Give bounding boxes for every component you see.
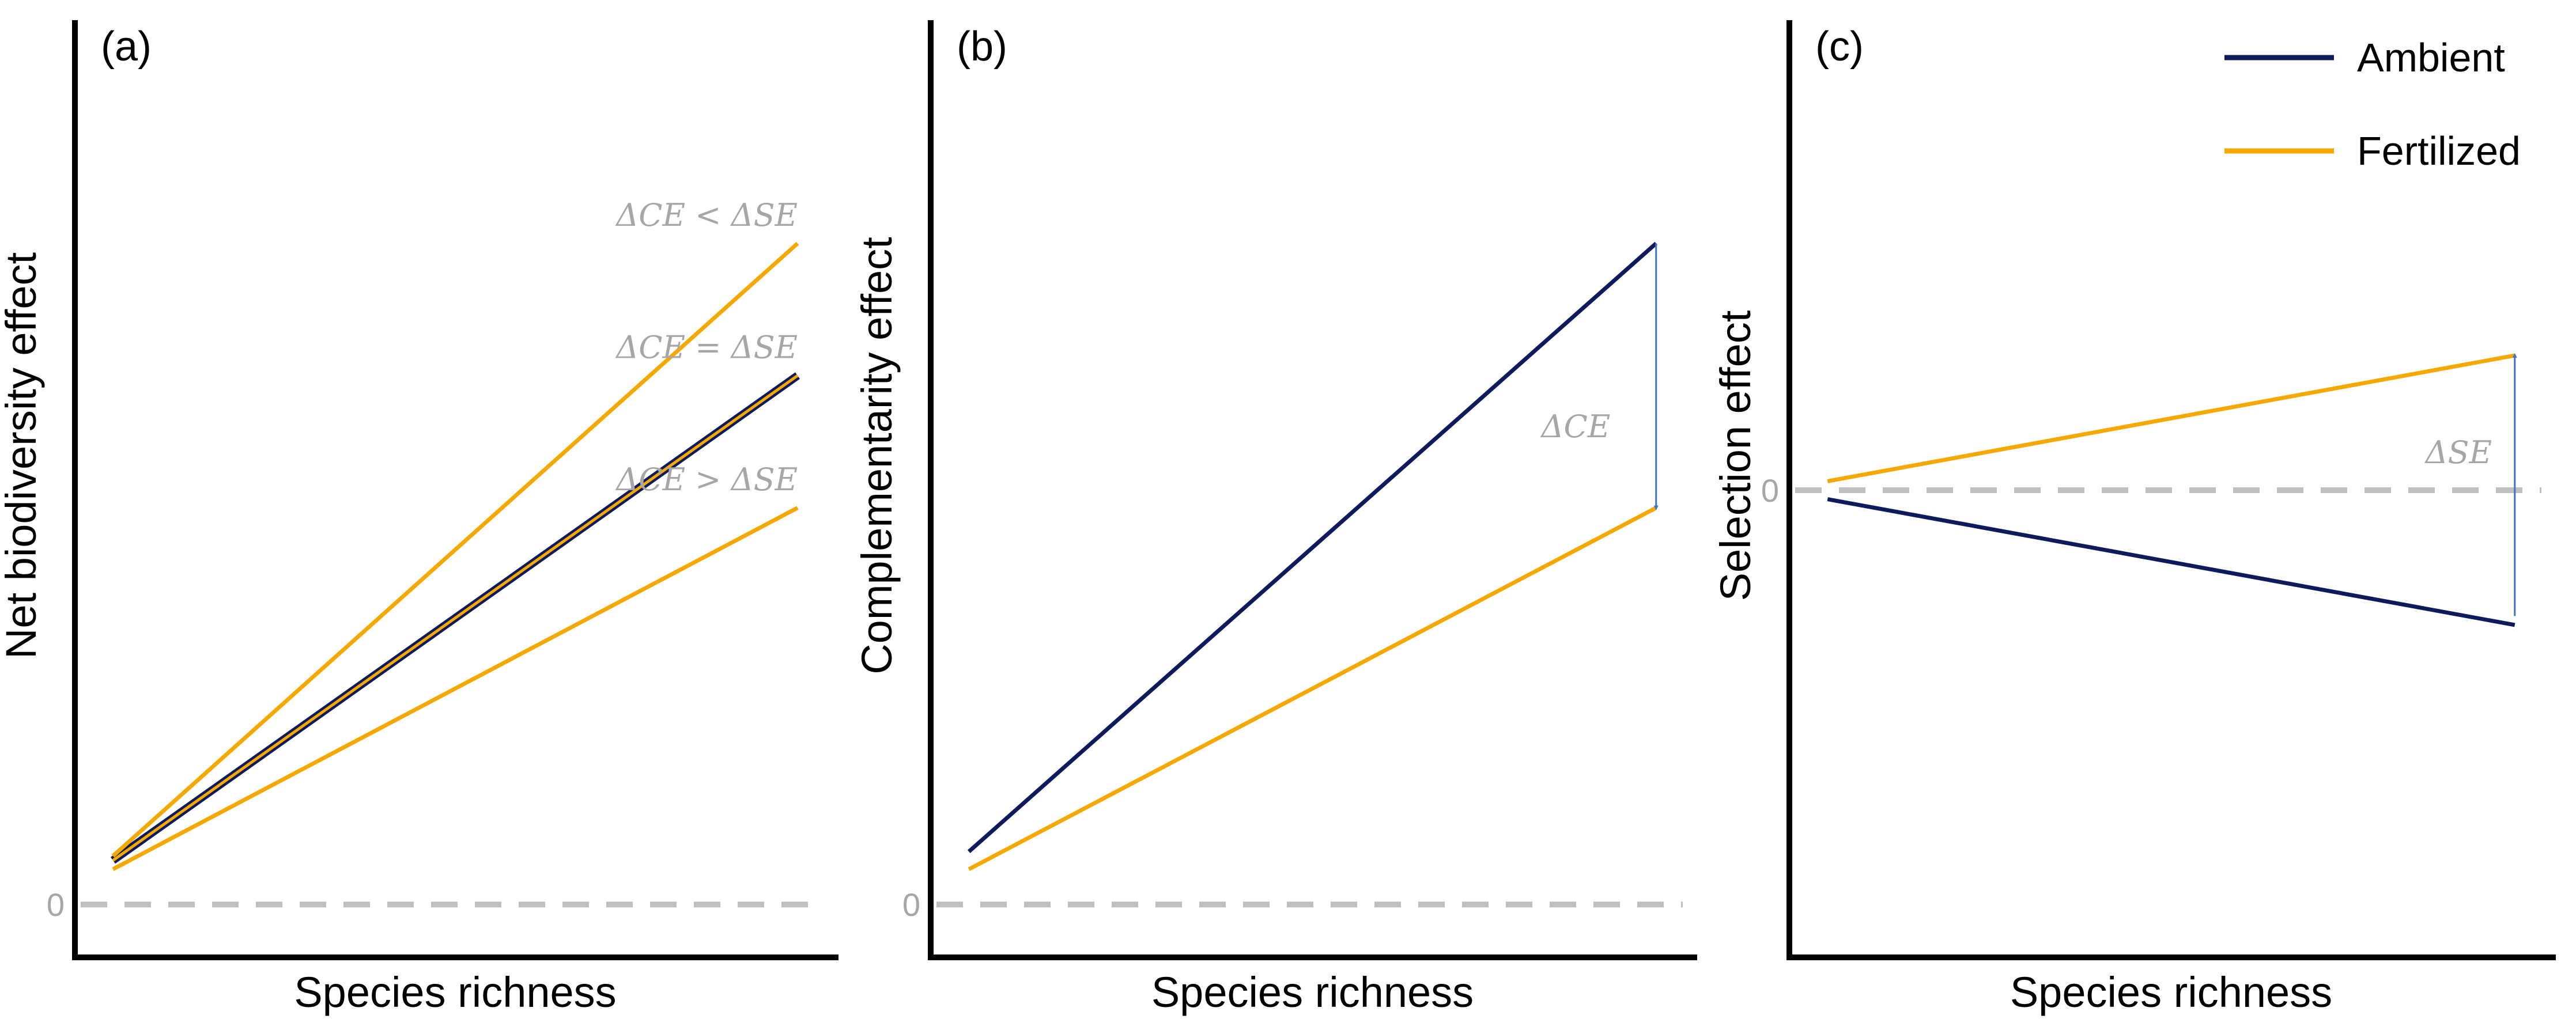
zero-tick-label: 0	[902, 887, 920, 923]
x-axis-title: Species richness	[294, 968, 616, 1016]
annotation-1: ΔCE < ΔSE	[615, 197, 798, 233]
series-line-fertilized-3	[111, 241, 799, 858]
panel-2: 0 (b) Species richness Complementarity effe…	[853, 20, 1697, 1016]
delta-arrow-label: ΔCE	[1540, 408, 1611, 445]
x-axis-title: Species richness	[1151, 968, 1474, 1016]
legend-label-ambient: Ambient	[2357, 35, 2505, 80]
series-line-fertilized-2	[1827, 353, 2515, 483]
panel-3: 0 (c) Species richness Selection effect ΔSE	[1712, 20, 2556, 1016]
annotation-2: ΔCE = ΔSE	[615, 329, 798, 365]
delta-arrow-label: ΔSE	[2424, 434, 2492, 471]
panel-1: 0 (a) Species richness Net biodiversity eff…	[0, 20, 838, 1016]
annotation-3: ΔCE > ΔSE	[615, 461, 798, 498]
x-axis-title: Species richness	[2010, 968, 2332, 1016]
panel-label: (b)	[957, 24, 1007, 70]
legend: Ambient Fertilized	[2224, 35, 2521, 173]
panels: 0 (a) Species richness Net biodiversity eff…	[0, 20, 2556, 1016]
zero-tick-label: 0	[1761, 472, 1779, 509]
series-line-fertilized-4	[112, 506, 799, 872]
y-axis-title: Complementarity effect	[853, 237, 901, 675]
series-line-fertilized-2	[112, 374, 799, 862]
series-line-fertilized-2	[968, 506, 1657, 872]
zero-tick-label: 0	[47, 887, 65, 923]
series-line-ambient-1	[967, 241, 1658, 853]
panel-label: (c)	[1815, 24, 1864, 70]
legend-label-fertilized: Fertilized	[2357, 128, 2521, 173]
series-line-ambient-1	[1827, 497, 2515, 627]
y-axis-title: Net biodiversity effect	[0, 252, 45, 660]
panel-label: (a)	[101, 24, 152, 70]
y-axis-title: Selection effect	[1712, 310, 1759, 601]
